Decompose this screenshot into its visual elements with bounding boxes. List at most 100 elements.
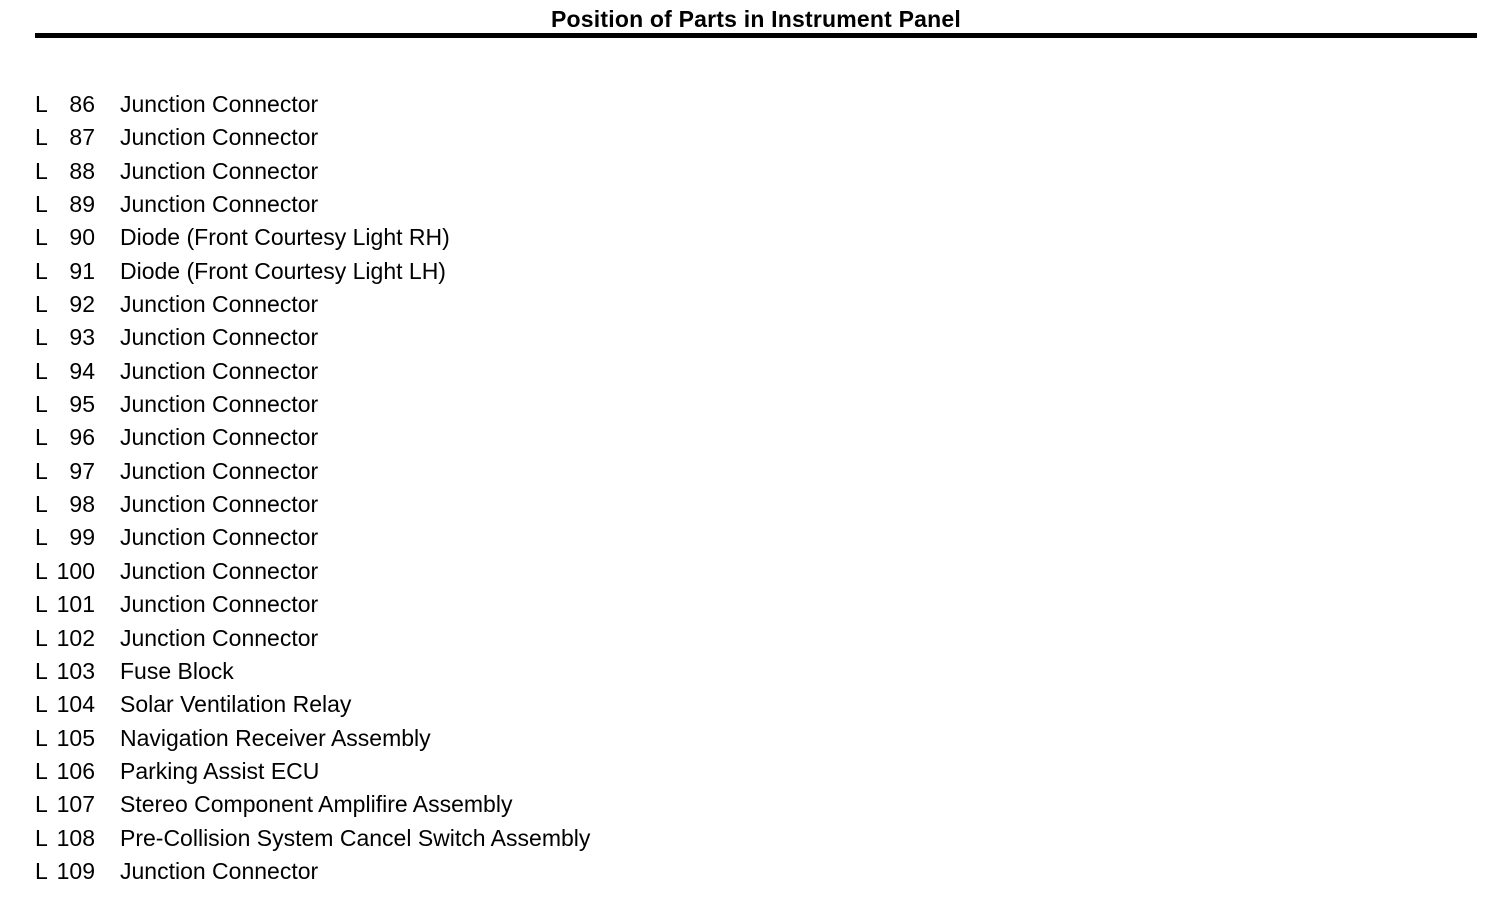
part-number: 99 (69, 524, 95, 551)
page-header: Position of Parts in Instrument Panel (35, 6, 1477, 33)
part-row: L 92 Junction Connector (35, 288, 1435, 321)
part-name: Solar Ventilation Relay (120, 691, 352, 718)
part-code: L (35, 791, 48, 818)
part-row: L 91 Diode (Front Courtesy Light LH) (35, 255, 1435, 288)
part-number: 102 (56, 624, 95, 651)
part-code: L (35, 691, 48, 718)
part-name: Junction Connector (120, 557, 319, 584)
part-number: 101 (56, 591, 95, 618)
part-row: L 106 Parking Assist ECU (35, 755, 1435, 788)
part-number: 97 (69, 457, 95, 484)
part-code: L (35, 624, 48, 651)
part-name: Stereo Component Amplifire Assembly (120, 791, 513, 818)
part-code: L (35, 191, 48, 218)
part-name: Junction Connector (120, 157, 319, 184)
part-number: 105 (56, 724, 95, 751)
part-number: 88 (69, 157, 95, 184)
part-code: L (35, 657, 48, 684)
part-row: L 103 Fuse Block (35, 655, 1435, 688)
part-number: 93 (69, 324, 95, 351)
part-code: L (35, 124, 48, 151)
part-row: L 93 Junction Connector (35, 321, 1435, 354)
part-number: 95 (69, 391, 95, 418)
page-title: Position of Parts in Instrument Panel (551, 6, 961, 32)
parts-list: L 86 Junction Connector L 87 Junction Co… (35, 88, 1435, 888)
part-name: Junction Connector (120, 357, 319, 384)
part-number: 94 (69, 357, 95, 384)
part-row: L 95 Junction Connector (35, 388, 1435, 421)
part-name: Pre-Collision System Cancel Switch Assem… (120, 824, 591, 851)
part-code: L (35, 257, 48, 284)
part-code: L (35, 591, 48, 618)
part-number: 108 (56, 824, 95, 851)
part-name: Junction Connector (120, 491, 319, 518)
part-name: Parking Assist ECU (120, 757, 320, 784)
part-row: L 89 Junction Connector (35, 188, 1435, 221)
part-name: Junction Connector (120, 591, 319, 618)
title-rule-divider (35, 33, 1477, 38)
part-row: L 90 Diode (Front Courtesy Light RH) (35, 221, 1435, 254)
part-row: L 94 Junction Connector (35, 355, 1435, 388)
part-name: Junction Connector (120, 524, 319, 551)
part-row: L 108 Pre-Collision System Cancel Switch… (35, 822, 1435, 855)
part-code: L (35, 291, 48, 318)
part-row: L 102 Junction Connector (35, 622, 1435, 655)
part-name: Navigation Receiver Assembly (120, 724, 431, 751)
part-number: 107 (56, 791, 95, 818)
part-row: L 97 Junction Connector (35, 455, 1435, 488)
part-code: L (35, 224, 48, 251)
part-name: Fuse Block (120, 657, 234, 684)
part-code: L (35, 857, 48, 884)
part-number: 104 (56, 691, 95, 718)
part-number: 98 (69, 491, 95, 518)
part-code: L (35, 457, 48, 484)
part-name: Junction Connector (120, 624, 319, 651)
part-number: 96 (69, 424, 95, 451)
part-row: L 86 Junction Connector (35, 88, 1435, 121)
part-row: L 87 Junction Connector (35, 121, 1435, 154)
part-row: L 98 Junction Connector (35, 488, 1435, 521)
part-number: 106 (56, 757, 95, 784)
part-name: Junction Connector (120, 91, 319, 117)
part-number: 91 (69, 257, 95, 284)
part-name: Junction Connector (120, 291, 319, 318)
part-name: Junction Connector (120, 424, 319, 451)
part-code: L (35, 324, 48, 351)
part-code: L (35, 424, 48, 451)
part-row: L 100 Junction Connector (35, 555, 1435, 588)
part-number: 92 (69, 291, 95, 318)
part-code: L (35, 391, 48, 418)
part-name: Junction Connector (120, 324, 319, 351)
part-code: L (35, 824, 48, 851)
part-code: L (35, 524, 48, 551)
part-row: L 105 Navigation Receiver Assembly (35, 722, 1435, 755)
part-row: L 107 Stereo Component Amplifire Assembl… (35, 788, 1435, 821)
part-row: L 88 Junction Connector (35, 155, 1435, 188)
part-number: 86 (69, 91, 95, 117)
part-number: 90 (69, 224, 95, 251)
part-code: L (35, 757, 48, 784)
part-row: L 96 Junction Connector (35, 421, 1435, 454)
part-code: L (35, 91, 48, 117)
part-row: L 109 Junction Connector (35, 855, 1435, 888)
part-number: 103 (56, 657, 95, 684)
part-code: L (35, 724, 48, 751)
part-row: L 104 Solar Ventilation Relay (35, 688, 1435, 721)
part-name: Junction Connector (120, 857, 319, 884)
part-code: L (35, 157, 48, 184)
part-name: Junction Connector (120, 457, 319, 484)
part-code: L (35, 491, 48, 518)
part-name: Junction Connector (120, 191, 319, 218)
part-number: 100 (56, 557, 95, 584)
part-row: L 101 Junction Connector (35, 588, 1435, 621)
part-number: 109 (56, 857, 95, 884)
part-code: L (35, 557, 48, 584)
part-name: Junction Connector (120, 391, 319, 418)
part-number: 87 (69, 124, 95, 151)
part-row: L 99 Junction Connector (35, 521, 1435, 554)
part-name: Diode (Front Courtesy Light RH) (120, 224, 450, 251)
part-code: L (35, 357, 48, 384)
part-number: 89 (69, 191, 95, 218)
part-name: Diode (Front Courtesy Light LH) (120, 257, 446, 284)
part-name: Junction Connector (120, 124, 319, 151)
